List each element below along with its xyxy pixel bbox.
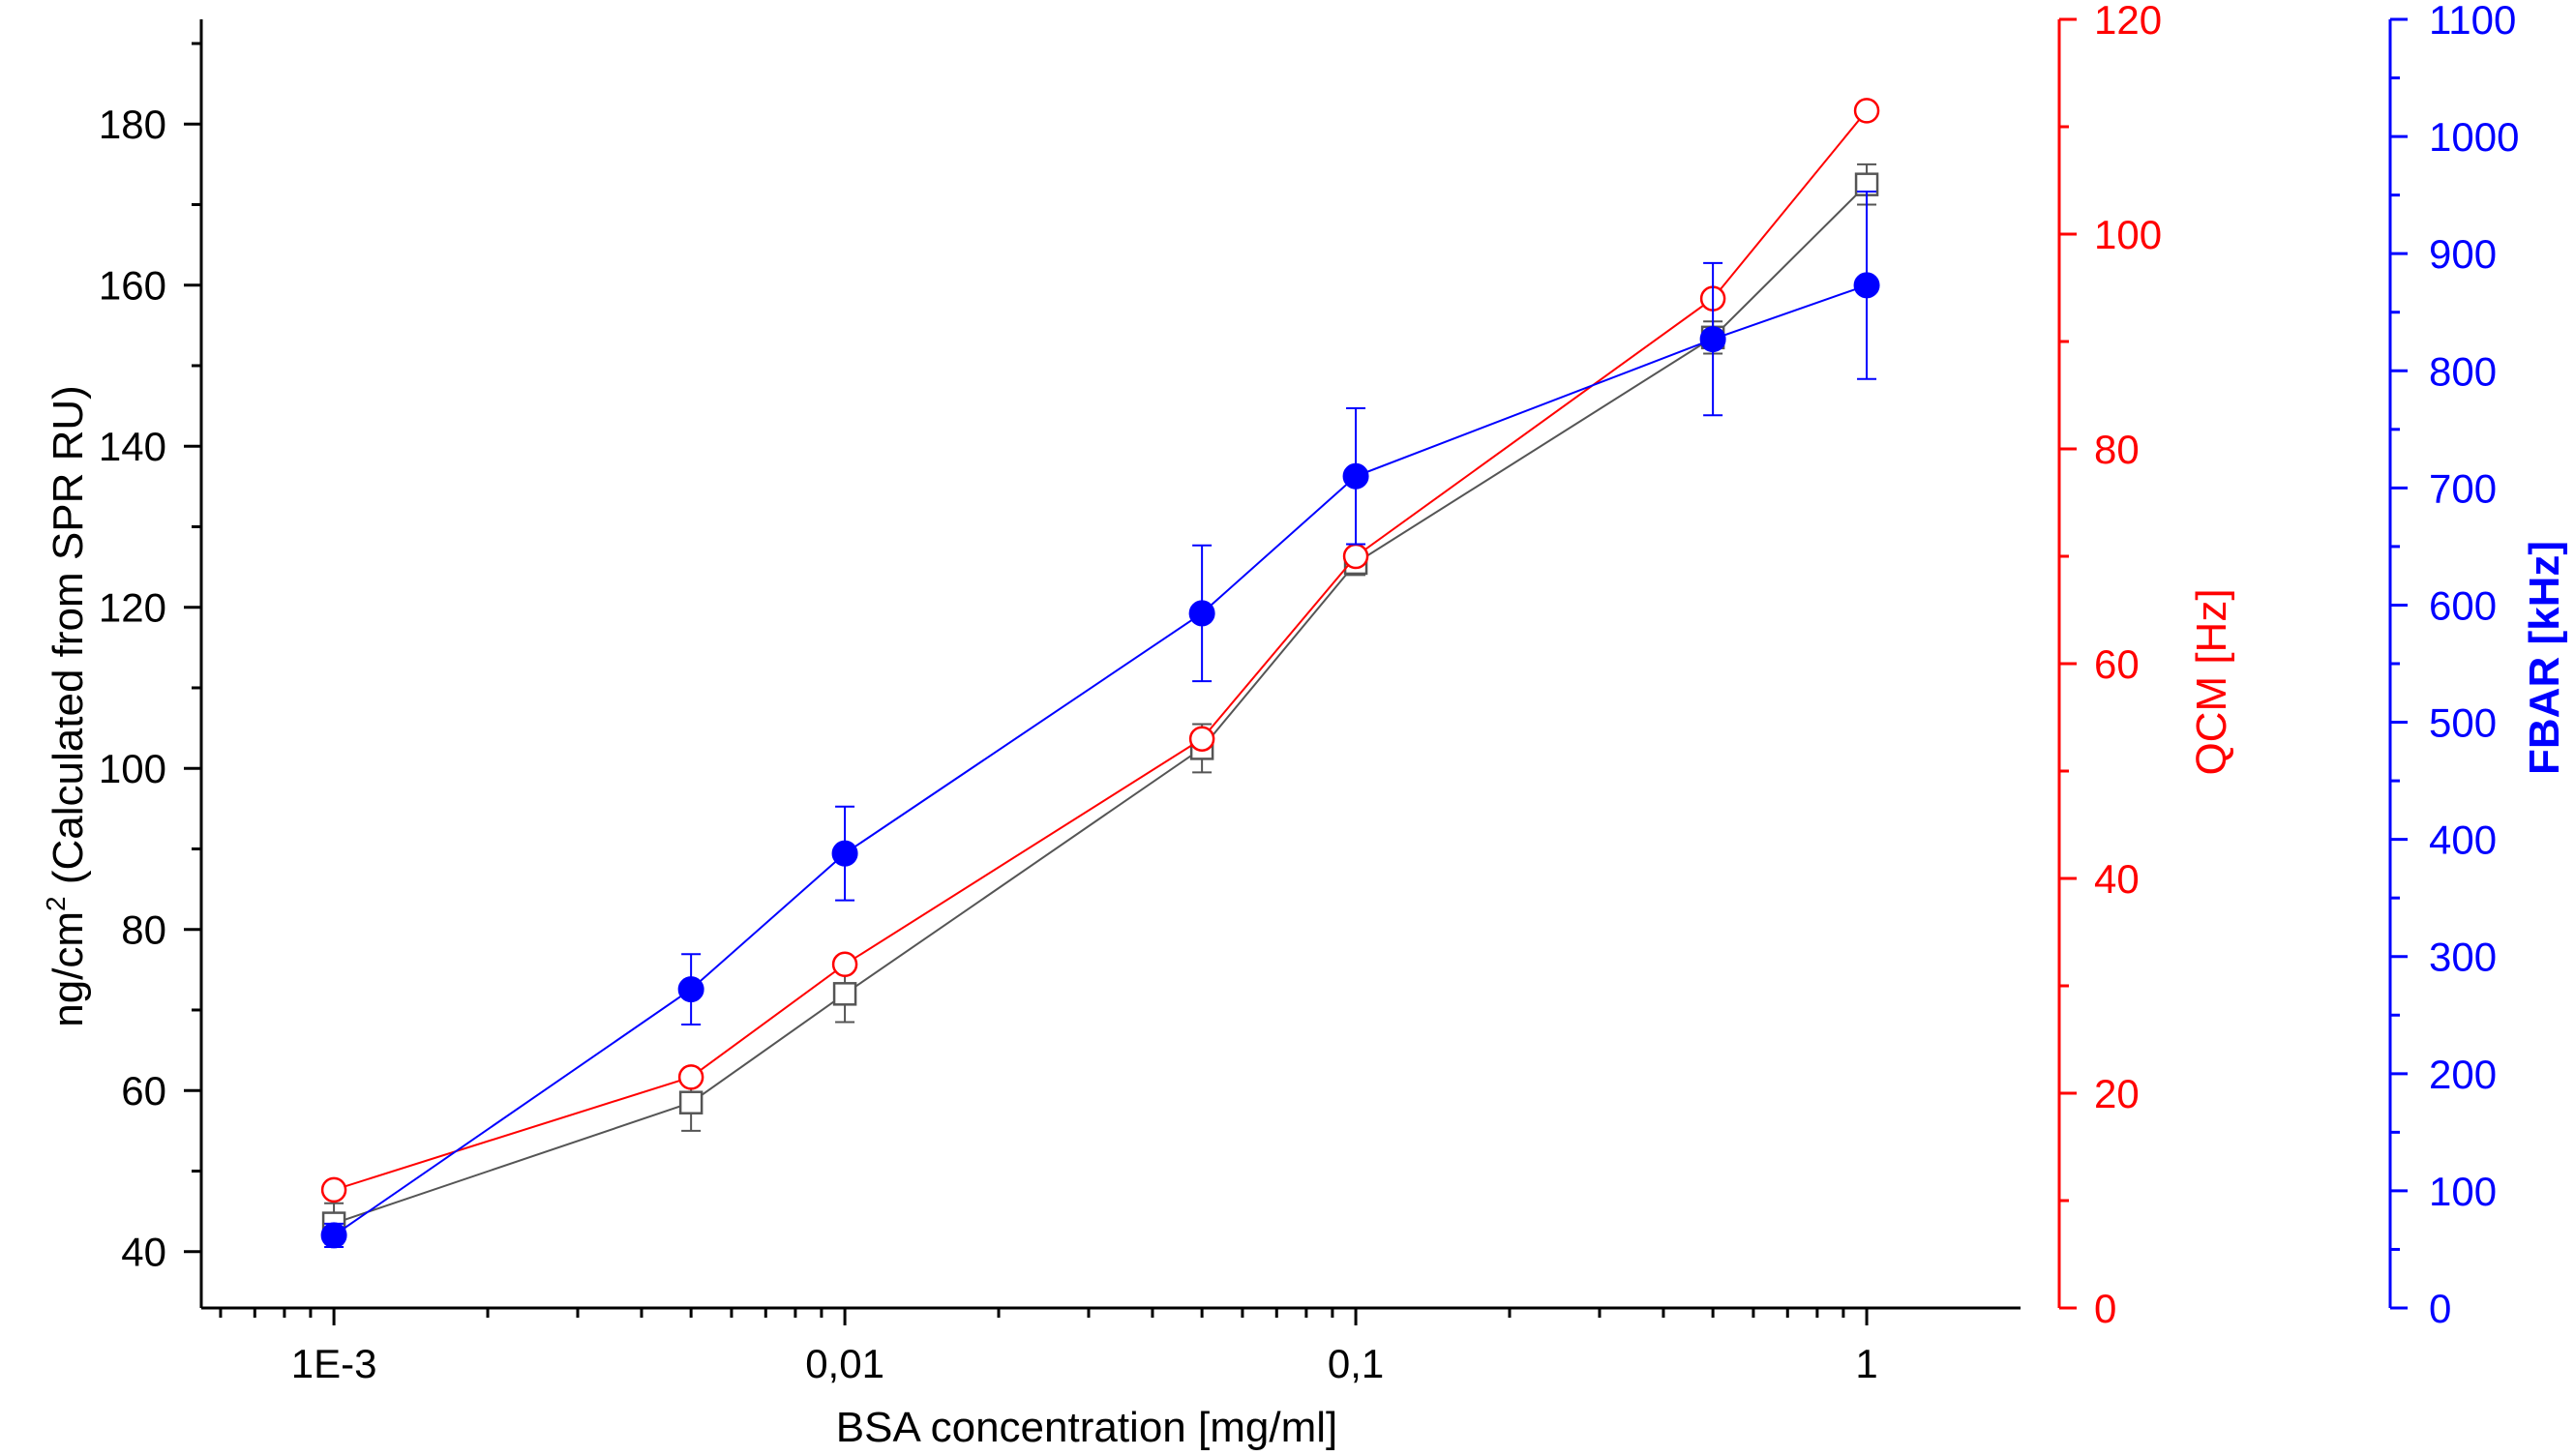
qcm-point — [320, 1176, 347, 1203]
qcm-tick-label: 120 — [2094, 0, 2162, 43]
left-axis-title-sup: 2 — [41, 896, 71, 911]
fbar-tick-label: 300 — [2429, 935, 2497, 980]
qcm-axis-title: QCM [Hz] — [2188, 588, 2235, 775]
fbar-point — [1188, 600, 1215, 627]
fbar-tick-label: 900 — [2429, 231, 2497, 277]
fbar-point — [1699, 326, 1726, 353]
fbar-tick-label: 1000 — [2429, 114, 2519, 160]
fbar-tick-label: 800 — [2429, 348, 2497, 394]
qcm-tick-label: 20 — [2094, 1071, 2140, 1116]
qcm-tick-label: 0 — [2094, 1286, 2116, 1331]
fbar-series-line — [333, 283, 1868, 1236]
fbar-point — [320, 1222, 347, 1249]
fbar-tick-label: 200 — [2429, 1052, 2497, 1097]
qcm-tick-label: 80 — [2094, 427, 2140, 472]
left-axis-title-main: ng/cm — [45, 911, 92, 1027]
x-tick-label: 1E-3 — [291, 1341, 377, 1386]
plot-series — [320, 98, 1880, 1249]
left-axis-title-tail: (Calculated from SPR RU) — [45, 385, 92, 896]
left-tick-label: 60 — [121, 1068, 166, 1114]
qcm-tick-label: 40 — [2094, 856, 2140, 902]
fbar-point — [677, 976, 704, 1003]
qcm-point — [1188, 726, 1215, 752]
spr-series-line — [333, 183, 1868, 1225]
fbar-point — [1342, 462, 1369, 490]
x-tick-label: 1 — [1855, 1341, 1877, 1386]
qcm-point — [1342, 543, 1369, 570]
left-tick-label: 100 — [99, 746, 166, 791]
x-tick-label: 0,1 — [1328, 1341, 1384, 1386]
left-tick-label: 120 — [99, 585, 166, 631]
fbar-point — [1853, 272, 1880, 299]
spr-point — [678, 1090, 704, 1114]
fbar-tick-label: 1100 — [2429, 0, 2516, 43]
plot-ticks: 4060801001201401601800204060801001200100… — [99, 0, 2520, 1386]
fbar-axis-title: FBAR [kHz] — [2521, 541, 2568, 775]
fbar-tick-label: 100 — [2429, 1169, 2497, 1214]
fbar-tick-label: 400 — [2429, 817, 2497, 863]
qcm-series-line — [333, 109, 1868, 1191]
fbar-tick-label: 700 — [2429, 465, 2497, 511]
spr-point — [832, 982, 857, 1006]
qcm-tick-label: 100 — [2094, 212, 2162, 257]
qcm-point — [677, 1064, 704, 1090]
left-tick-label: 140 — [99, 424, 166, 469]
x-tick-label: 0,01 — [805, 1341, 884, 1386]
fbar-tick-label: 600 — [2429, 582, 2497, 628]
fbar-tick-label: 500 — [2429, 700, 2497, 746]
left-tick-label: 40 — [121, 1230, 166, 1275]
x-axis-title: BSA concentration [mg/ml] — [836, 1404, 1337, 1451]
left-tick-label: 180 — [99, 102, 166, 147]
fbar-point — [831, 840, 858, 867]
left-tick-label: 160 — [99, 263, 166, 309]
fbar-tick-label: 0 — [2429, 1286, 2451, 1331]
left-tick-label: 80 — [121, 907, 166, 953]
qcm-tick-label: 60 — [2094, 641, 2140, 687]
left-axis-title: ng/cm2 (Calculated from SPR RU) — [41, 385, 92, 1027]
qcm-point — [831, 951, 858, 978]
qcm-point — [1853, 98, 1880, 124]
